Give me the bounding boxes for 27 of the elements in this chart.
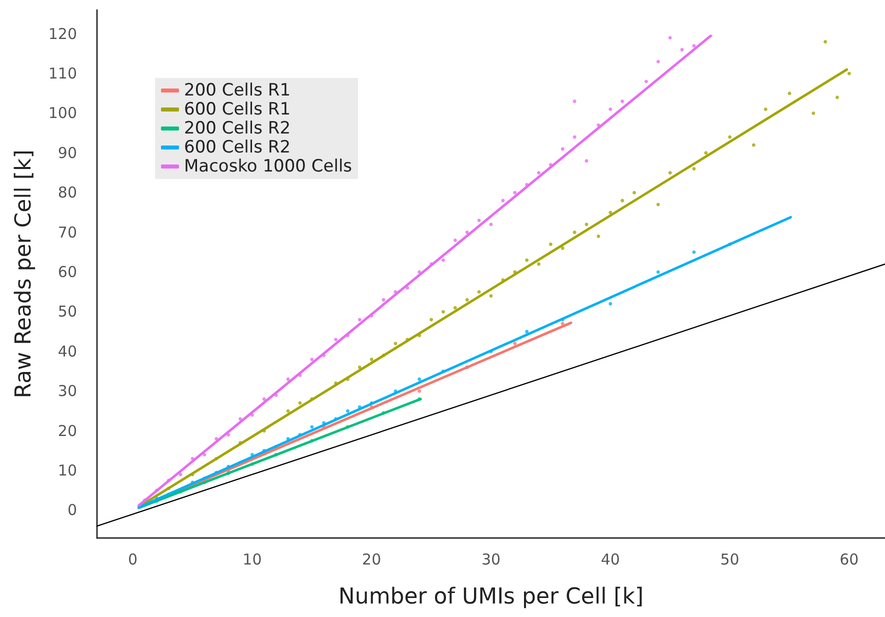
y-tick-label: 50 [58, 302, 77, 321]
y-tick-label: 80 [58, 184, 77, 202]
x-tick-label: 10 [242, 550, 262, 568]
y-tick-label: 120 [48, 24, 77, 43]
x-tick-label: 40 [600, 550, 620, 568]
y-tick-label: 10 [58, 462, 77, 480]
x-tick-label: 0 [128, 550, 138, 568]
x-tick-label: 50 [720, 550, 740, 568]
y-tick-label: 20 [58, 422, 77, 440]
x-tick-label: 30 [481, 550, 501, 568]
legend-label: Macosko 1000 Cells [184, 156, 352, 176]
y-tick-label: 0 [67, 501, 77, 520]
y-tick-label: 110 [48, 64, 77, 83]
legend-label: 200 Cells R2 [184, 118, 291, 138]
y-tick-label: 70 [58, 223, 77, 242]
y-tick-label: 60 [58, 263, 77, 282]
legend-label: 200 Cells R1 [184, 80, 291, 100]
y-tick-label: 100 [48, 104, 77, 122]
y-tick-label: 30 [58, 382, 77, 400]
y-tick-label: 40 [58, 342, 77, 360]
x-tick-label: 20 [362, 550, 382, 568]
y-axis-title: Raw Reads per Cell [k] [12, 150, 36, 398]
legend-label: 600 Cells R1 [184, 100, 291, 120]
x-tick-label: 60 [840, 550, 859, 568]
legend-label: 600 Cells R2 [184, 138, 291, 158]
y-tick-label: 90 [58, 144, 77, 162]
x-axis-title: Number of UMIs per Cell [k] [338, 584, 644, 610]
